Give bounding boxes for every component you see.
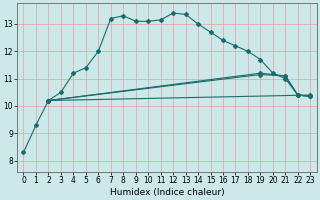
X-axis label: Humidex (Indice chaleur): Humidex (Indice chaleur) — [109, 188, 224, 197]
